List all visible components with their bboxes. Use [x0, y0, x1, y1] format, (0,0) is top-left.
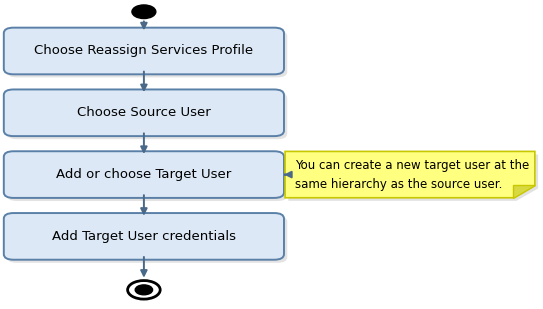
FancyBboxPatch shape: [7, 93, 287, 139]
FancyBboxPatch shape: [7, 31, 287, 78]
Text: Add or choose Target User: Add or choose Target User: [56, 168, 231, 181]
Text: You can create a new target user at the: You can create a new target user at the: [295, 159, 529, 171]
FancyBboxPatch shape: [4, 90, 284, 136]
Circle shape: [132, 5, 156, 19]
FancyBboxPatch shape: [4, 151, 284, 198]
Circle shape: [128, 281, 160, 299]
Text: Choose Reassign Services Profile: Choose Reassign Services Profile: [34, 44, 254, 57]
FancyBboxPatch shape: [7, 154, 287, 201]
Polygon shape: [288, 154, 538, 201]
FancyBboxPatch shape: [7, 216, 287, 263]
Polygon shape: [513, 185, 535, 198]
Polygon shape: [285, 151, 535, 198]
Text: Add Target User credentials: Add Target User credentials: [52, 230, 236, 243]
FancyBboxPatch shape: [4, 213, 284, 260]
Text: Choose Source User: Choose Source User: [77, 106, 211, 119]
FancyBboxPatch shape: [4, 28, 284, 74]
Circle shape: [135, 285, 153, 295]
Text: same hierarchy as the source user.: same hierarchy as the source user.: [295, 178, 502, 191]
